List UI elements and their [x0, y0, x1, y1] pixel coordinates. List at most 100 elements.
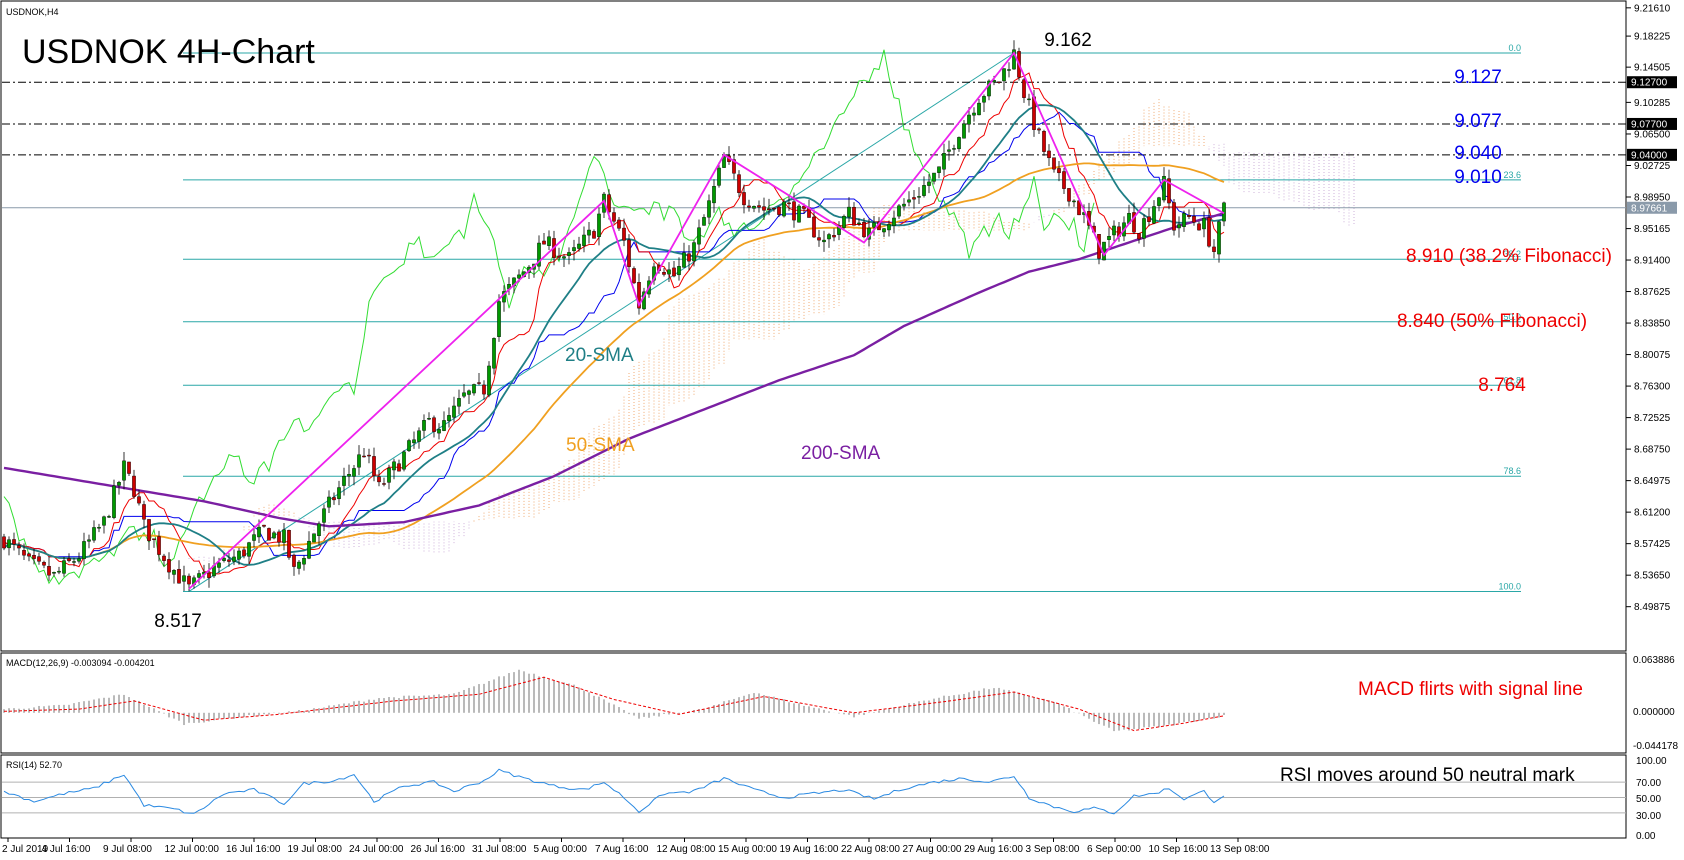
candle-body [497, 301, 501, 337]
candle-body [77, 558, 81, 562]
candle-body [257, 526, 261, 538]
time-tick-label-14: 22 Aug 08:00 [841, 844, 900, 855]
rsi-path [3, 768, 1225, 815]
fib-ratio-label-5: 78.6 [1503, 466, 1521, 476]
candle-body [177, 569, 181, 584]
candle-body [37, 556, 41, 562]
candle-body [1107, 236, 1111, 240]
zigzag-path [188, 51, 1225, 590]
resistance-price-label-2: 9.04000 [1631, 150, 1668, 161]
time-tick-label-16: 29 Aug 16:00 [964, 844, 1023, 855]
candle-body [677, 266, 681, 276]
candle-body [72, 561, 76, 563]
price-tick-label-14: 8.68750 [1634, 445, 1671, 456]
candle-body [302, 558, 306, 565]
candle-body [352, 468, 356, 477]
sma20-annotation: 20-SMA [565, 345, 634, 366]
candle-body [417, 430, 421, 442]
candle-body [592, 231, 596, 239]
candle-body [897, 205, 901, 217]
macd-annotation: MACD flirts with signal line [1358, 679, 1583, 700]
candle-body [12, 539, 16, 545]
current-price-label: 8.97661 [1631, 203, 1668, 214]
candle-body [102, 516, 106, 526]
candle-body [1072, 200, 1076, 203]
time-tick-label-13: 19 Aug 16:00 [780, 844, 839, 855]
rsi-tick-30: 30.00 [1636, 811, 1661, 822]
candle-body [402, 451, 406, 470]
fib-618-annotation: 8.764 [1478, 375, 1526, 396]
candle-body [227, 559, 231, 562]
rsi-tick-70: 70.00 [1636, 778, 1661, 789]
time-tick-label-17: 3 Sep 08:00 [1026, 844, 1080, 855]
candle-body [1062, 171, 1066, 189]
candle-body [127, 461, 131, 474]
macd-histogram [3, 669, 1225, 732]
candle-body [577, 243, 581, 249]
price-tick-label-11: 8.80075 [1634, 350, 1671, 361]
candle-body [1202, 217, 1206, 230]
candle-body [862, 222, 866, 238]
candle-body [972, 112, 976, 116]
candle-body [477, 382, 481, 384]
candle-body [367, 454, 371, 457]
candle-body [307, 540, 311, 559]
candle-body [412, 439, 416, 444]
candle-body [387, 467, 391, 483]
rsi-tick-0: 0.00 [1636, 831, 1656, 842]
candle-body [822, 239, 826, 243]
candle-body [1182, 213, 1186, 227]
candle-body [287, 530, 291, 558]
candle-body [852, 206, 856, 226]
fib-ratio-label-4: 61.8 [1503, 375, 1521, 385]
candle-body [672, 267, 676, 277]
candle-body [142, 504, 146, 520]
candle-body [687, 253, 691, 262]
candle-body [717, 167, 721, 186]
candle-body [337, 487, 341, 499]
candle-body [162, 555, 166, 561]
zigzag-lines [188, 51, 1225, 590]
candle-body [1172, 202, 1176, 231]
candle-body [732, 159, 736, 174]
candle-body [847, 206, 851, 218]
candle-body [557, 255, 561, 258]
candle-body [777, 206, 781, 215]
time-tick-label-0: 2 Jul 2019 [2, 844, 49, 855]
candle-body [982, 96, 986, 103]
candle-body [632, 268, 636, 284]
candle-body [757, 205, 761, 208]
price-tick-label-17: 8.57425 [1634, 539, 1671, 550]
candle-body [967, 114, 971, 125]
price-tick-label-7: 8.95165 [1634, 224, 1671, 235]
time-tick-label-1: 4 Jul 16:00 [42, 844, 91, 855]
candle-body [372, 456, 376, 476]
candle-body [272, 532, 276, 539]
candle-body [112, 485, 116, 518]
fib-ratio-label-0: 0.0 [1508, 43, 1521, 53]
price-tick-label-19: 8.49875 [1634, 602, 1671, 613]
candle-body [702, 217, 706, 226]
time-tick-label-2: 9 Jul 08:00 [103, 844, 152, 855]
rsi-annotation: RSI moves around 50 neutral mark [1280, 765, 1575, 786]
candle-body [977, 102, 981, 116]
candle-body [427, 418, 431, 420]
time-tick-label-10: 7 Aug 16:00 [595, 844, 649, 855]
candle-body [1142, 218, 1146, 239]
candle-body [1162, 176, 1166, 201]
candle-body [312, 533, 316, 543]
candle-body [1007, 69, 1011, 71]
candle-body [572, 247, 576, 252]
rsi-label: RSI(14) 52.70 [6, 760, 62, 770]
time-tick-label-11: 12 Aug 08:00 [657, 844, 716, 855]
candle-body [357, 454, 361, 468]
fib-ratio-label-1: 23.6 [1503, 170, 1521, 180]
fib-ratio-label-2: 38.2 [1503, 249, 1521, 259]
fibonacci-levels: 0.0 23.6 38.2 50.0 61.8 78.6 100.0 [183, 43, 1521, 592]
macd-label: MACD(12,26,9) -0.003094 -0.004201 [6, 658, 155, 668]
macd-tick-bottom: -0.044178 [1633, 741, 1678, 752]
candle-body [432, 417, 436, 432]
fib-ratio-label-3: 50.0 [1503, 312, 1521, 322]
candle-body [597, 213, 601, 238]
